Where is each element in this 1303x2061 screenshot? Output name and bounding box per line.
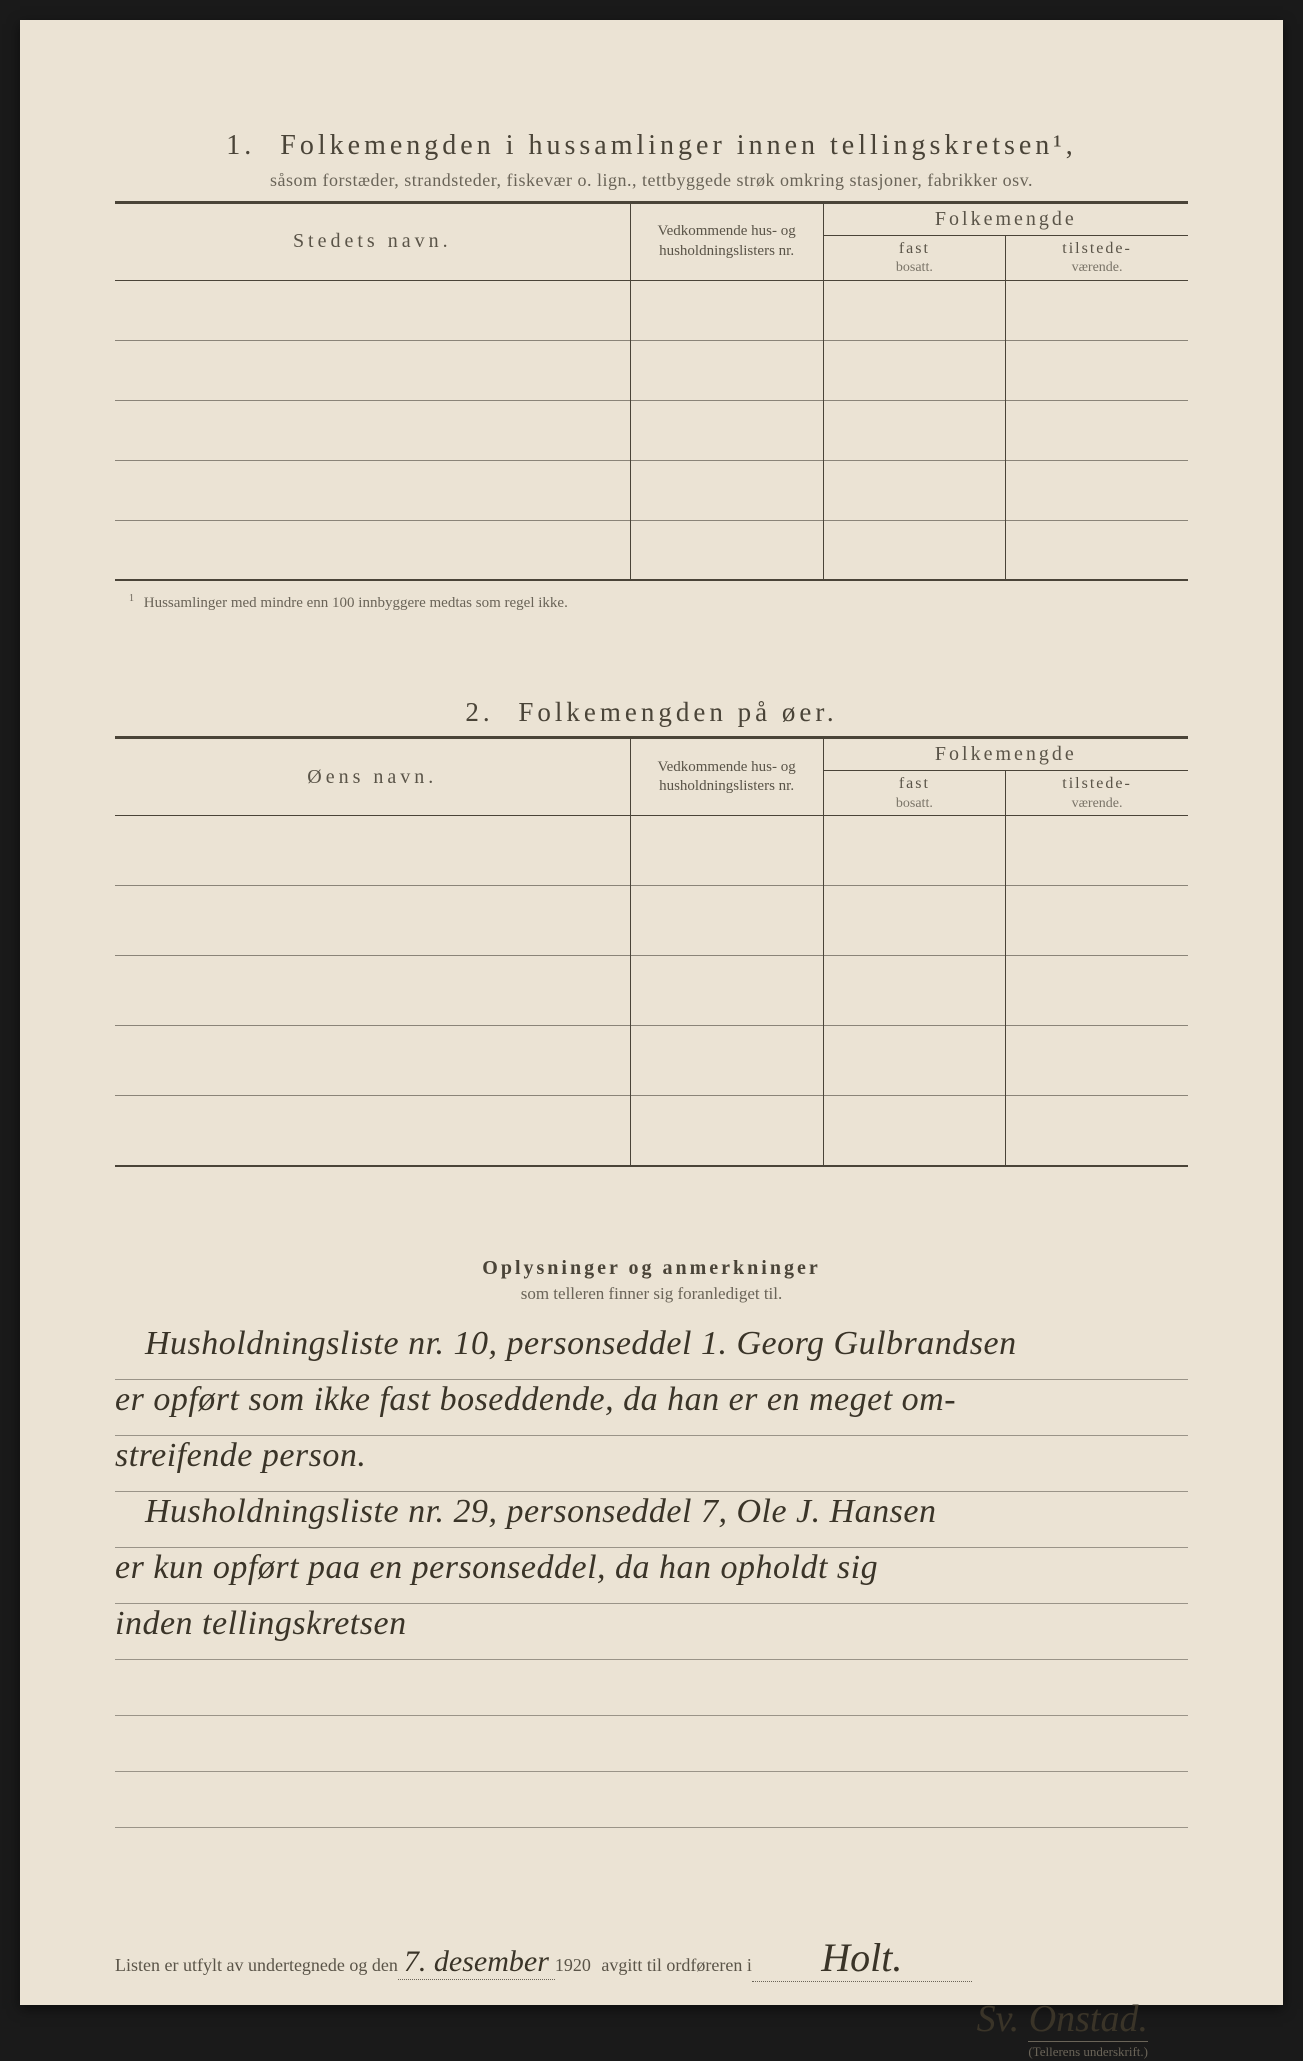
section-1-title-text: Folkemengden i hussamlinger innen tellin… <box>280 130 1076 161</box>
th-fast-light-2: bosatt. <box>896 796 933 811</box>
table-row <box>115 816 1188 886</box>
table-row <box>115 280 1188 340</box>
section-1-number: 1. <box>226 130 255 161</box>
remarks-section: Oplysninger og anmerkninger som telleren… <box>115 1257 1188 1844</box>
handwritten-line-1: Husholdningsliste nr. 10, personseddel 1… <box>115 1316 1188 1372</box>
th-oens-navn: Øens navn. <box>115 739 630 816</box>
handwritten-line-5: er kun opført paa en personseddel, da ha… <box>115 1540 1188 1596</box>
th-fast-light: bosatt. <box>896 260 933 275</box>
remarks-subtitle: som telleren finner sig foranlediget til… <box>115 1284 1188 1304</box>
table-row <box>115 1096 1188 1166</box>
section-2-number: 2. <box>465 697 493 727</box>
table-row <box>115 886 1188 956</box>
th-tilstede-light: værende. <box>1072 260 1123 275</box>
signature-name: Sv. Onstad. <box>115 1997 1148 2041</box>
th-folkemengde-2: Folkemengde <box>823 739 1188 771</box>
table-2-body <box>115 816 1188 1166</box>
th-fast-2: fast bosatt. <box>823 771 1005 816</box>
section-2: 2. Folkemengden på øer. Øens navn. Vedko… <box>115 697 1188 1166</box>
handwritten-notes: Husholdningsliste nr. 10, personseddel 1… <box>115 1316 1188 1652</box>
signature-year: 1920 <box>555 1955 591 1976</box>
ruled-line <box>115 1716 1188 1772</box>
signature-area: Sv. Onstad. (Tellerens underskrift.) <box>115 1997 1188 2061</box>
place-handwritten: Holt. <box>752 1934 972 1982</box>
section-1-title: 1. Folkemengden i hussamlinger innen tel… <box>115 130 1188 162</box>
signature-line: Listen er utfylt av undertegnede og den … <box>115 1934 1188 1982</box>
table-1-body <box>115 280 1188 580</box>
census-form-page: 1. Folkemengden i hussamlinger innen tel… <box>20 20 1283 2005</box>
th-fast-bold-2: fast <box>899 775 930 792</box>
footnote-text: Hussamlinger med mindre enn 100 innbygge… <box>144 595 568 611</box>
table-row <box>115 956 1188 1026</box>
th-tilstede-light-2: værende. <box>1072 796 1123 811</box>
th-fast-bold: fast <box>899 240 930 257</box>
table-row <box>115 340 1188 400</box>
section-2-title-text: Folkemengden på øer. <box>518 697 837 727</box>
ruled-line <box>115 1772 1188 1828</box>
ruled-line <box>115 1660 1188 1716</box>
date-handwritten: 7. desember <box>398 1945 555 1980</box>
handwriting-area: Husholdningsliste nr. 10, personseddel 1… <box>115 1324 1188 1844</box>
handwritten-line-4: Husholdningsliste nr. 29, personseddel 7… <box>115 1484 1188 1540</box>
section-2-title: 2. Folkemengden på øer. <box>115 697 1188 728</box>
footnote-marker: 1 <box>129 593 134 604</box>
table-row <box>115 1026 1188 1096</box>
table-2: Øens navn. Vedkommende hus- og husholdni… <box>115 738 1188 1166</box>
table-row <box>115 460 1188 520</box>
th-tilstede-bold-2: tilstede- <box>1062 775 1132 792</box>
section-1: 1. Folkemengden i hussamlinger innen tel… <box>115 130 1188 612</box>
handwritten-line-2: er opført som ikke fast boseddende, da h… <box>115 1372 1188 1428</box>
signature-caption: (Tellerens underskrift.) <box>1028 2041 1148 2060</box>
th-tilstede-2: tilstede- værende. <box>1006 771 1188 816</box>
table-1: Stedets navn. Vedkommende hus- og hushol… <box>115 203 1188 581</box>
signature-prefix: Listen er utfylt av undertegnede og den <box>115 1955 398 1976</box>
handwritten-line-3: streifende person. <box>115 1428 1188 1484</box>
th-lists: Vedkommende hus- og husholdningslisters … <box>630 204 823 281</box>
table-row <box>115 520 1188 580</box>
signature-middle: avgitt til ordføreren i <box>597 1955 752 1976</box>
th-fast: fast bosatt. <box>823 236 1005 281</box>
handwritten-line-6: inden tellingskretsen <box>115 1596 1188 1652</box>
th-lists-2: Vedkommende hus- og husholdningslisters … <box>630 739 823 816</box>
th-tilstede-bold: tilstede- <box>1062 240 1132 257</box>
th-folkemengde: Folkemengde <box>823 204 1188 236</box>
table-row <box>115 400 1188 460</box>
th-stedets-navn: Stedets navn. <box>115 204 630 281</box>
th-tilstede: tilstede- værende. <box>1006 236 1188 281</box>
section-1-footnote: 1 Hussamlinger med mindre enn 100 innbyg… <box>115 593 1188 612</box>
signature-middle-text: avgitt til ordføreren i <box>601 1955 751 1975</box>
section-1-subtitle: såsom forstæder, strandsteder, fiskevær … <box>115 170 1188 191</box>
remarks-title: Oplysninger og anmerkninger <box>115 1257 1188 1280</box>
